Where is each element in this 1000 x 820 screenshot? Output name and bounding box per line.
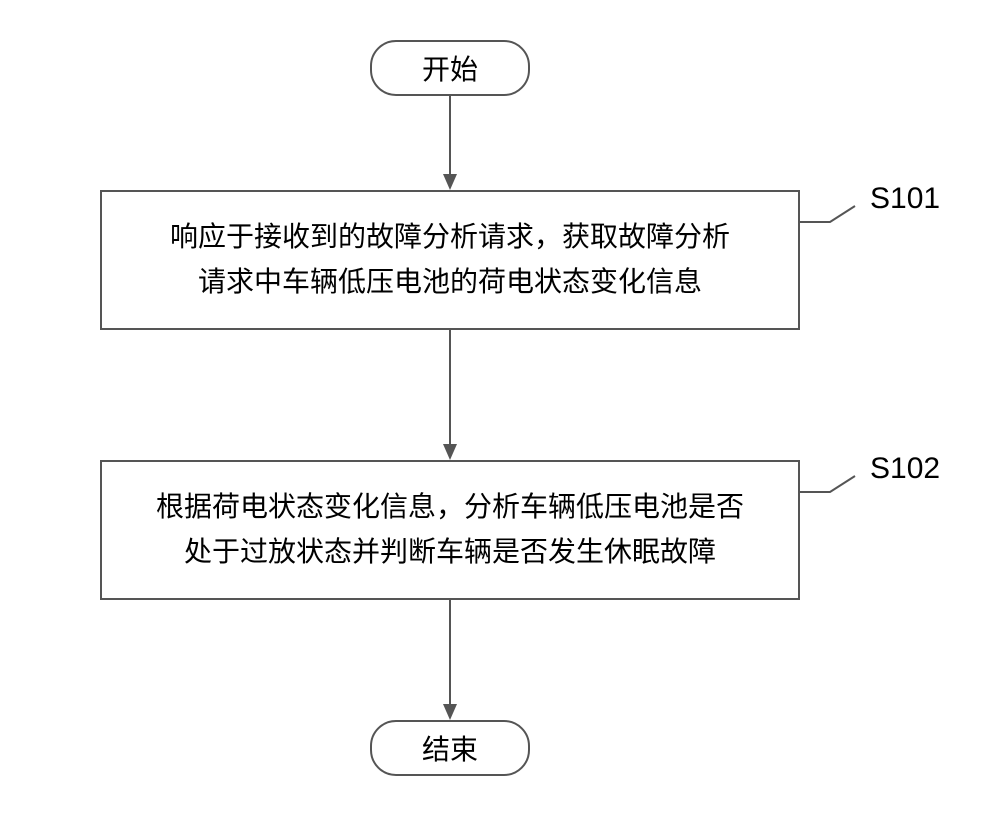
flow-end: 结束 (370, 720, 530, 776)
flow-start: 开始 (370, 40, 530, 96)
flow-step-s102-text: 根据荷电状态变化信息，分析车辆低压电池是否 处于过放状态并判断车辆是否发生休眠故… (156, 485, 744, 575)
edge-s102-end (443, 600, 457, 720)
s101-line1: 响应于接收到的故障分析请求，获取故障分析 (170, 215, 730, 260)
s102-line2: 处于过放状态并判断车辆是否发生休眠故障 (156, 530, 744, 575)
edge-start-s101 (443, 96, 457, 190)
step-label-s102: S102 (870, 452, 940, 486)
s101-line2: 请求中车辆低压电池的荷电状态变化信息 (170, 260, 730, 305)
edge-s101-s102 (443, 330, 457, 460)
s102-line1: 根据荷电状态变化信息，分析车辆低压电池是否 (156, 485, 744, 530)
label-leader-s101 (800, 200, 870, 230)
flow-step-s101-text: 响应于接收到的故障分析请求，获取故障分析 请求中车辆低压电池的荷电状态变化信息 (170, 215, 730, 305)
flow-step-s101: 响应于接收到的故障分析请求，获取故障分析 请求中车辆低压电池的荷电状态变化信息 (100, 190, 800, 330)
label-leader-s102 (800, 470, 870, 500)
flow-start-text: 开始 (422, 48, 478, 88)
step-label-s101: S101 (870, 182, 940, 216)
step-label-s102-text: S102 (870, 452, 940, 485)
step-label-s101-text: S101 (870, 182, 940, 215)
flow-end-text: 结束 (422, 728, 478, 768)
flow-step-s102: 根据荷电状态变化信息，分析车辆低压电池是否 处于过放状态并判断车辆是否发生休眠故… (100, 460, 800, 600)
